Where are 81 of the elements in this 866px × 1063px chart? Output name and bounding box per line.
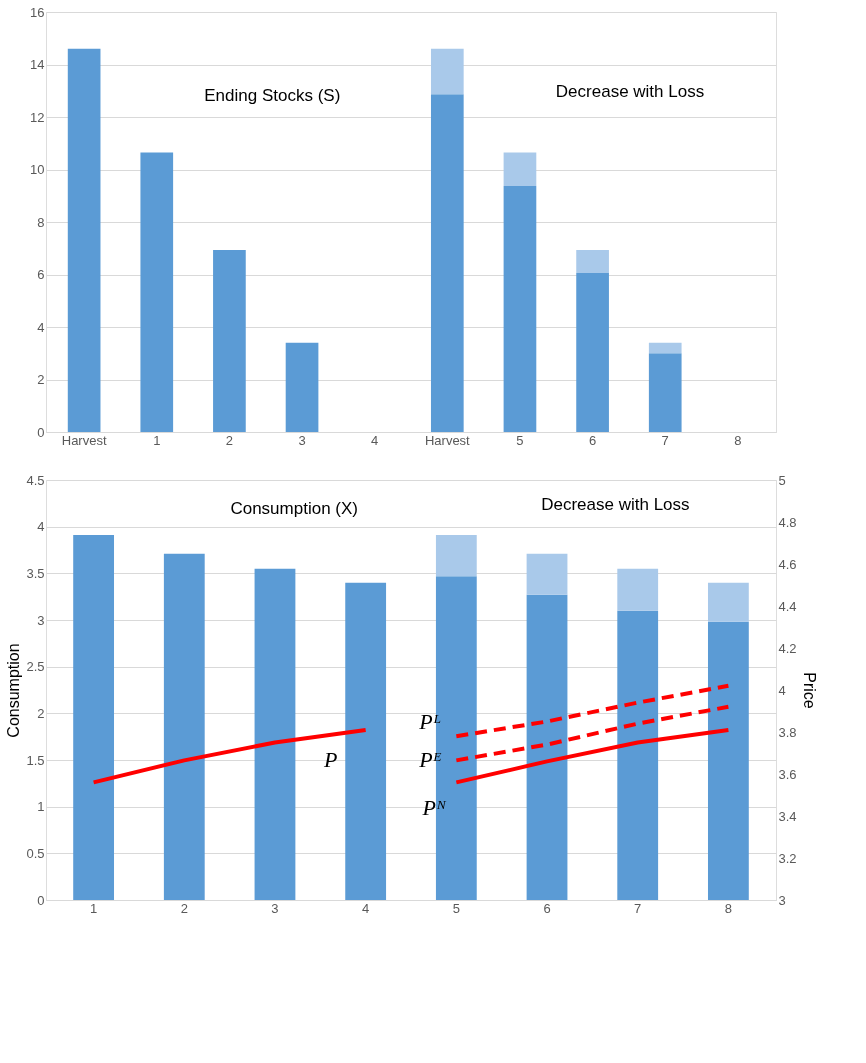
y-tick-label: 12 <box>30 109 45 125</box>
bar <box>617 568 659 611</box>
x-tick-label: 8 <box>724 900 733 916</box>
line-series <box>454 704 731 763</box>
y2-tick-label: 4.8 <box>778 514 797 530</box>
bar <box>648 353 682 432</box>
y-axis-title: Consumption <box>5 643 23 738</box>
x-tick-label: 4 <box>362 900 370 916</box>
x-tick-label: 3 <box>298 432 306 448</box>
bar <box>526 594 568 900</box>
line-series <box>454 727 731 785</box>
bar <box>430 48 464 95</box>
y-tick-label: 8 <box>37 214 45 230</box>
bar <box>435 535 477 577</box>
y-tick-label: 4.5 <box>26 472 45 488</box>
x-tick-label: 6 <box>543 900 551 916</box>
annotation: Consumption (X) <box>230 499 358 519</box>
y2-tick-label: 4 <box>778 682 786 698</box>
bar <box>707 621 749 900</box>
bar <box>503 186 537 432</box>
bar <box>648 342 682 354</box>
y-tick-label: 3.5 <box>26 565 45 581</box>
bar <box>707 582 749 622</box>
y2-tick-label: 3.4 <box>778 808 797 824</box>
x-tick-label: 1 <box>153 432 161 448</box>
x-tick-label: 8 <box>734 432 742 448</box>
x-tick-label: 4 <box>371 432 379 448</box>
bar <box>576 272 609 432</box>
y2-tick-label: 4.6 <box>778 556 797 572</box>
x-tick-label: 7 <box>634 900 642 916</box>
annotation: Decrease with Loss <box>541 495 690 515</box>
y-tick-label: 14 <box>30 57 45 72</box>
bar <box>526 553 568 595</box>
bar <box>345 582 387 900</box>
x-tick-label: Harvest <box>61 432 107 448</box>
y-tick-label: 0.5 <box>26 845 45 861</box>
bar <box>140 152 174 432</box>
y-tick-label: 16 <box>30 4 45 20</box>
y-tick-label: 0 <box>37 424 45 440</box>
x-tick-label: 2 <box>180 900 188 916</box>
bar <box>213 250 246 432</box>
y-tick-label: 0 <box>37 892 45 908</box>
bar <box>430 94 464 432</box>
x-tick-label: 5 <box>452 900 460 916</box>
annotation: Ending Stocks (S) <box>204 86 341 105</box>
y2-tick-label: 3.6 <box>778 766 797 782</box>
x-tick-label: 1 <box>89 900 98 916</box>
x-tick-label: 5 <box>516 432 524 448</box>
y2-axis-title: Price <box>800 672 818 709</box>
x-tick-label: 3 <box>271 900 279 916</box>
line-series <box>454 683 731 739</box>
bar <box>163 553 205 900</box>
series-label: P <box>322 746 338 772</box>
bar <box>67 48 101 432</box>
x-tick-label: 2 <box>225 432 234 448</box>
y-tick-label: 1.5 <box>26 752 45 768</box>
x-tick-label: 6 <box>588 432 597 448</box>
bar <box>73 535 115 900</box>
bar <box>254 568 296 900</box>
y2-tick-label: 5 <box>778 472 786 488</box>
y-tick-label: 6 <box>37 267 45 282</box>
y-tick-label: 2 <box>37 705 45 721</box>
y-tick-label: 4 <box>37 319 45 335</box>
y-tick-label: 2.5 <box>26 659 45 675</box>
x-tick-label: 7 <box>661 432 669 448</box>
y2-tick-label: 4.2 <box>778 640 797 656</box>
bar <box>285 342 319 432</box>
x-tick-label: Harvest <box>424 432 471 448</box>
y2-tick-label: 4.4 <box>778 598 797 614</box>
bar <box>576 250 609 273</box>
bar <box>617 610 659 900</box>
y2-tick-label: 3.8 <box>778 724 797 740</box>
y-tick-label: 10 <box>30 162 45 177</box>
y-tick-label: 2 <box>37 372 45 387</box>
y-tick-label: 1 <box>37 799 45 815</box>
y-tick-label: 4 <box>37 519 45 535</box>
y2-tick-label: 3.2 <box>778 850 797 866</box>
annotation: Decrease with Loss <box>555 81 705 101</box>
bar <box>503 152 537 187</box>
line-series <box>91 727 368 785</box>
y-tick-label: 3 <box>37 612 45 628</box>
